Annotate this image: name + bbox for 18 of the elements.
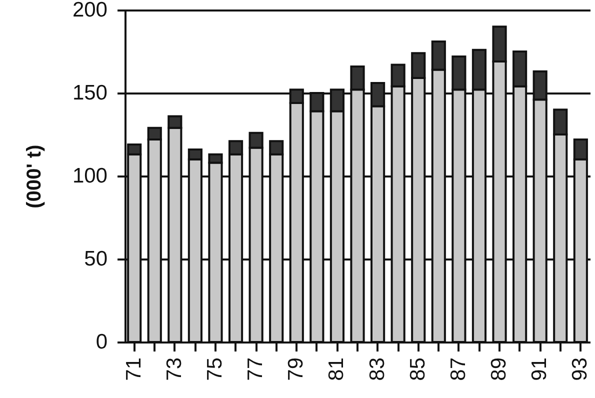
x-tick-label: 93: [568, 358, 592, 381]
y-tick-label: 0: [96, 330, 108, 354]
x-tick-label: 71: [122, 358, 146, 381]
x-tick-label: 77: [244, 358, 268, 381]
x-tick-label: 73: [162, 358, 186, 381]
y-tick-label: 100: [72, 164, 108, 188]
y-tick-label: 50: [84, 248, 108, 270]
x-tick-label: 75: [203, 358, 226, 381]
y-tick-label: 200: [72, 0, 108, 22]
x-tick-label: 89: [488, 358, 511, 381]
y-tick-label: 150: [72, 82, 108, 104]
x-tick-label: 81: [325, 358, 348, 381]
x-tick-label: 91: [528, 358, 552, 381]
x-tick-label: 83: [366, 358, 389, 381]
x-tick-label: 87: [446, 358, 470, 381]
x-tick-label: 79: [284, 358, 308, 381]
y-axis-title: (000' t): [23, 144, 46, 208]
x-tick-label: 85: [406, 358, 430, 381]
